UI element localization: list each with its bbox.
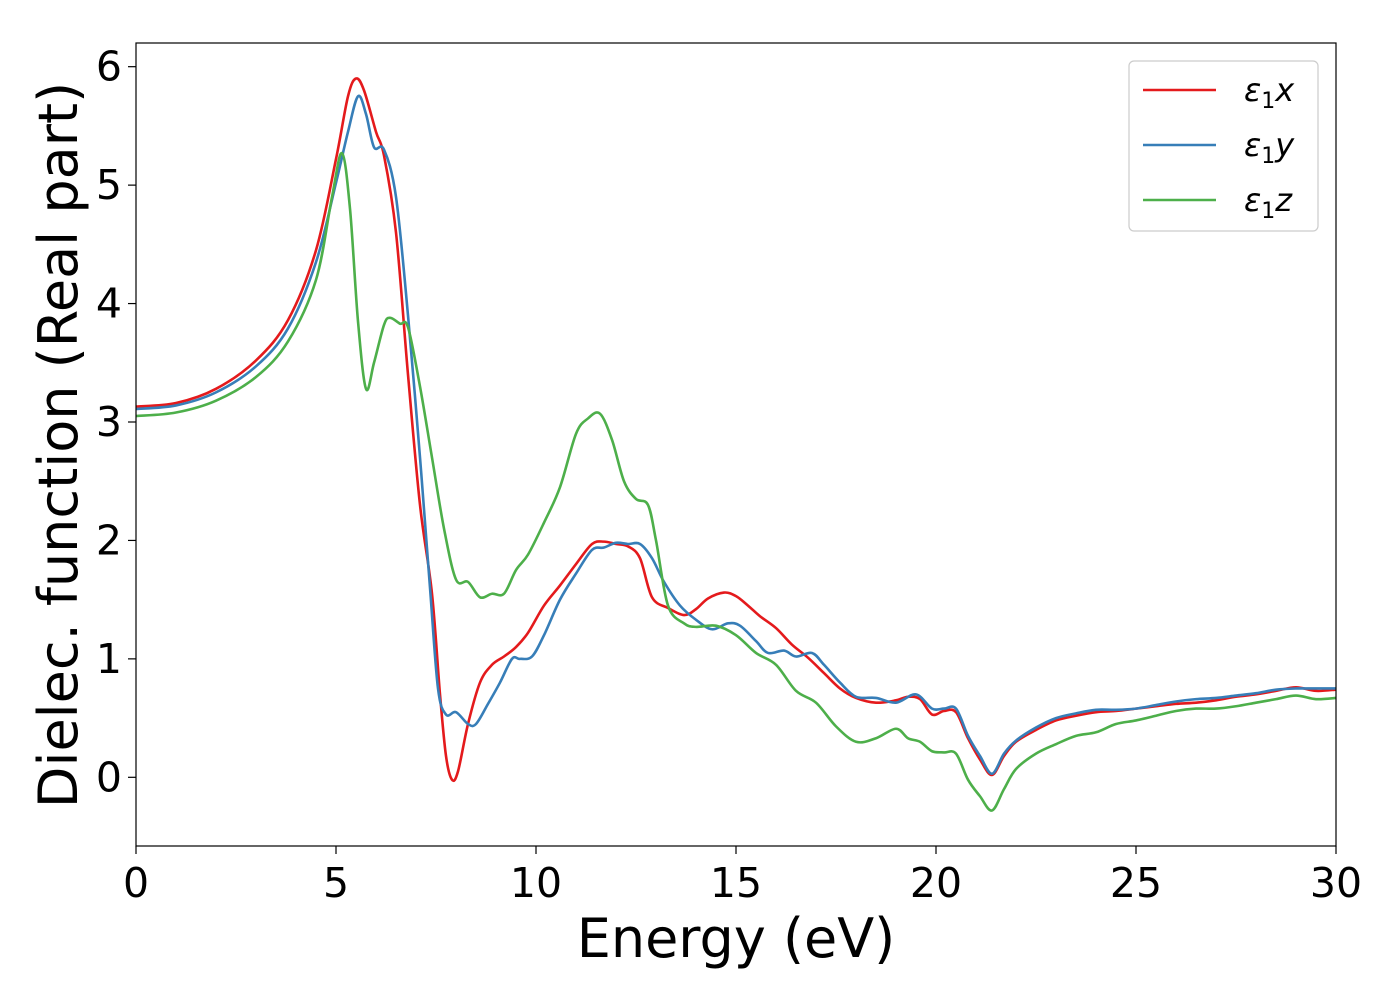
x-tick-label: 5 bbox=[323, 859, 349, 907]
legend-label-base: ε bbox=[1244, 71, 1261, 109]
y-tick-label: 4 bbox=[96, 280, 122, 328]
y-axis-title: Dielec. function (Real part) bbox=[27, 82, 90, 808]
x-axis-title: Energy (eV) bbox=[577, 907, 896, 970]
x-tick-label: 15 bbox=[710, 859, 762, 907]
series-line-y bbox=[136, 94, 1336, 776]
legend-label-base: ε bbox=[1244, 181, 1261, 219]
x-tick-label: 30 bbox=[1310, 859, 1362, 907]
y-tick-label: 3 bbox=[96, 398, 122, 446]
series-line-x bbox=[136, 77, 1336, 783]
y-tick-label: 0 bbox=[96, 753, 122, 801]
y-tick-label: 5 bbox=[96, 161, 122, 209]
series-layer bbox=[136, 77, 1336, 812]
legend-label-subscript: 1 bbox=[1261, 144, 1275, 169]
legend-label-variable: x bbox=[1274, 71, 1295, 109]
x-tick-label: 20 bbox=[910, 859, 962, 907]
x-tick-label: 25 bbox=[1110, 859, 1162, 907]
legend-label-y: ε1y bbox=[1244, 126, 1295, 169]
x-axis-ticks: 0 5 10 15 20 25 30 bbox=[123, 846, 1362, 907]
legend-label-base: ε bbox=[1244, 126, 1261, 164]
y-tick-label: 1 bbox=[96, 635, 122, 683]
x-tick-label: 0 bbox=[123, 859, 149, 907]
legend-label-z: ε1z bbox=[1244, 181, 1293, 224]
legend-label-x: ε1x bbox=[1244, 71, 1295, 114]
legend-box bbox=[1128, 60, 1319, 232]
y-tick-label: 6 bbox=[96, 43, 122, 91]
y-tick-label: 2 bbox=[96, 516, 122, 564]
series-line-z bbox=[136, 151, 1336, 812]
legend-label-subscript: 1 bbox=[1261, 89, 1275, 114]
legend-label-variable: y bbox=[1274, 126, 1295, 164]
legend-label-subscript: 1 bbox=[1261, 199, 1275, 224]
legend-label-variable: z bbox=[1274, 181, 1293, 219]
y-axis-ticks: 0 1 2 3 4 5 6 bbox=[96, 43, 136, 801]
x-tick-label: 10 bbox=[510, 859, 562, 907]
